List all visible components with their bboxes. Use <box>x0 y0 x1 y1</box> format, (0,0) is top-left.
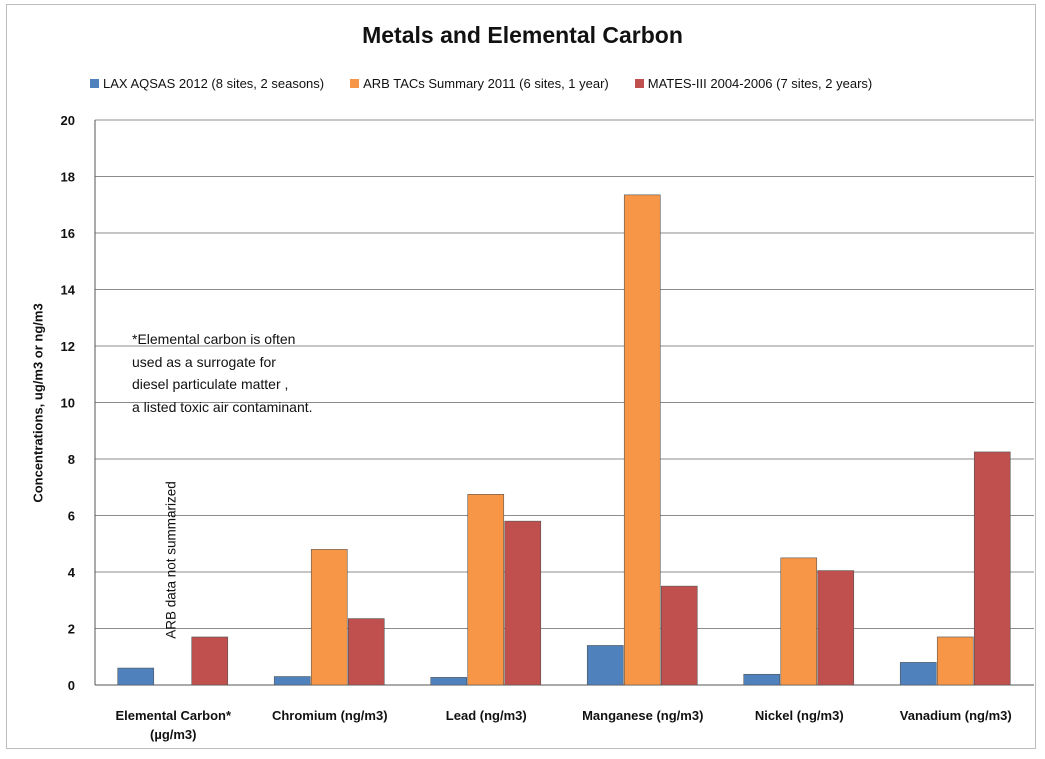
bar-series2-cat6 <box>936 636 974 686</box>
legend-label-1: LAX AQSAS 2012 (8 sites, 2 seasons) <box>103 76 325 91</box>
x-tick-label-1-line1: Elemental Carbon* <box>115 708 232 723</box>
x-tick-label-3: Lead (ng/m3) <box>446 708 527 723</box>
arb-data-note: ARB data not summarized <box>163 481 179 639</box>
legend-item-3: MATES-III 2004-2006 (7 sites, 2 years) <box>634 76 873 91</box>
bar-series3-cat4 <box>660 585 698 686</box>
bar-series2-cat5 <box>780 557 818 686</box>
y-tick-label-6: 6 <box>68 509 75 524</box>
x-tick-label-2: Chromium (ng/m3) <box>272 708 388 723</box>
bar-series1-cat3 <box>430 677 468 686</box>
y-tick-label-12: 12 <box>61 339 75 354</box>
bar-series1-cat6 <box>899 662 937 686</box>
x-tick-label-5: Nickel (ng/m3) <box>755 708 844 723</box>
x-tick-label-4: Manganese (ng/m3) <box>582 708 703 723</box>
elemental-carbon-note: *Elemental carbon is often used as a sur… <box>132 331 313 415</box>
bar-series3-cat1 <box>191 636 229 686</box>
x-tick-label-6: Vanadium (ng/m3) <box>900 708 1012 723</box>
legend-item-2: ARB TACs Summary 2011 (6 sites, 1 year) <box>350 76 609 91</box>
legend-swatch-2 <box>350 79 360 88</box>
bar-series1-cat2 <box>273 676 311 686</box>
bar-series1-cat1 <box>117 667 155 686</box>
y-tick-label-10: 10 <box>61 396 75 411</box>
y-tick-label-14: 14 <box>61 283 76 298</box>
y-tick-label-8: 8 <box>68 452 75 467</box>
legend-item-1: LAX AQSAS 2012 (8 sites, 2 seasons) <box>90 76 324 91</box>
legend-swatch-3 <box>634 79 644 88</box>
x-tick-label-1-line2: (µg/m3) <box>150 727 197 742</box>
legend-label-2: ARB TACs Summary 2011 (6 sites, 1 year) <box>363 76 609 91</box>
y-tick-label-0: 0 <box>68 678 75 693</box>
y-tick-label-2: 2 <box>68 622 75 637</box>
chart-title: Metals and Elemental Carbon <box>362 22 683 48</box>
legend: LAX AQSAS 2012 (8 sites, 2 seasons) ARB T… <box>90 76 898 94</box>
bar-series3-cat3 <box>504 520 542 686</box>
y-tick-label-16: 16 <box>61 226 75 241</box>
y-tick-label-18: 18 <box>61 170 75 185</box>
legend-swatch-1 <box>90 79 99 88</box>
bar-series3-cat5 <box>817 570 855 686</box>
bar-series1-cat5 <box>743 673 781 686</box>
bar-series2-cat2 <box>310 549 348 686</box>
y-tick-label-4: 4 <box>68 565 76 580</box>
bar-series2-cat4 <box>623 194 661 686</box>
bar-series3-cat6 <box>973 451 1011 686</box>
legend-label-3: MATES-III 2004-2006 (7 sites, 2 years) <box>647 76 873 91</box>
bar-series3-cat2 <box>347 618 385 686</box>
y-tick-label-20: 20 <box>61 113 75 128</box>
bar-series2-cat3 <box>467 494 505 686</box>
bar-series1-cat4 <box>586 645 624 686</box>
